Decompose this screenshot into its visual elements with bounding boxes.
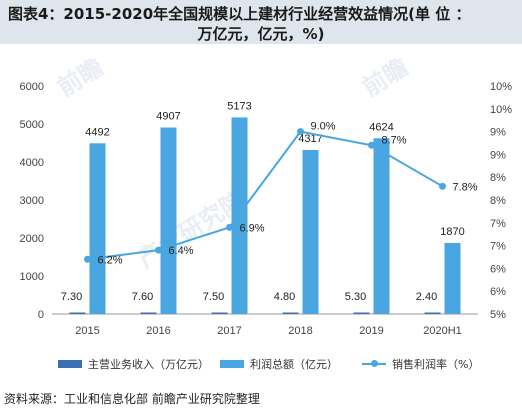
- margin-point: [84, 255, 91, 263]
- y-right-tick-label: 9%: [490, 149, 506, 161]
- profit-data-label: 4907: [156, 111, 180, 123]
- margin-point: [368, 141, 375, 149]
- legend-label-revenue: 主营业务收入（万亿元）: [88, 358, 209, 371]
- revenue-data-label: 7.60: [132, 291, 153, 303]
- chart-title-line-1: 图表4：2015-2020年全国规模以上建材行业经营效益情况(单 位 ：: [8, 5, 471, 23]
- y-right-tick-label: 8%: [490, 195, 506, 207]
- y-left-tick-label: 1000: [20, 271, 44, 283]
- x-tick-label: 2018: [288, 325, 312, 337]
- legend-label-margin: 销售利润率（%）: [392, 358, 480, 371]
- margin-point: [226, 223, 233, 231]
- legend-label-profit: 利润总额（亿元）: [250, 358, 338, 371]
- revenue-bar: [69, 312, 86, 314]
- profit-data-label: 4492: [85, 126, 109, 138]
- revenue-data-label: 7.50: [203, 291, 224, 303]
- y-right-tick-label: 7%: [490, 241, 506, 253]
- y-left-tick-label: 4000: [20, 157, 44, 169]
- y-left-tick-label: 3000: [20, 195, 44, 207]
- y-left-tick-label: 5000: [20, 119, 44, 131]
- profit-data-label: 1870: [440, 226, 464, 238]
- revenue-bar: [140, 312, 157, 314]
- profit-data-label: 5173: [227, 100, 251, 112]
- x-tick-label: 2019: [359, 325, 383, 337]
- profit-bar: [160, 127, 177, 314]
- legend-swatch-revenue: [58, 360, 82, 368]
- x-tick-label: 2017: [217, 325, 241, 337]
- margin-point: [155, 246, 162, 254]
- legend-item-revenue: 主营业务收入（万亿元）: [58, 356, 209, 372]
- chart-plot: 0 1000 2000 3000 4000 5000 6000 5% 6% 6% 7% 7% 8% 8% 9…: [20, 81, 513, 337]
- margin-point: [439, 182, 446, 190]
- y-left-tick-label: 6000: [20, 81, 44, 93]
- source-note: 资料来源：工业和信息化部 前瞻产业研究院整理: [4, 392, 260, 406]
- y-right-tick-label: 10%: [490, 104, 512, 116]
- revenue-data-label: 5.30: [345, 291, 366, 303]
- margin-data-label: 8.7%: [382, 134, 407, 146]
- y-left-tick-label: 0: [38, 309, 44, 321]
- profit-data-label: 4317: [298, 133, 322, 145]
- y-right-tick-label: 8%: [490, 172, 506, 184]
- chart-legend: 主营业务收入（万亿元） 利润总额（亿元） 销售利润率（%）: [0, 356, 522, 376]
- y-right-tick-label: 10%: [490, 81, 512, 93]
- x-tick-label: 2016: [146, 325, 170, 337]
- profit-data-label: 4624: [369, 121, 393, 133]
- revenue-bar: [282, 312, 299, 314]
- margin-data-label: 6.9%: [240, 222, 265, 234]
- revenue-bar: [211, 312, 228, 314]
- profit-bar: [373, 138, 390, 314]
- x-tick-label: 2020H1: [423, 325, 462, 337]
- margin-data-label: 7.8%: [453, 181, 478, 193]
- y-right-tick-label: 5%: [490, 309, 506, 321]
- profit-bar: [302, 149, 319, 314]
- x-tick-label: 2015: [75, 325, 99, 337]
- profit-bar: [231, 117, 248, 315]
- revenue-data-label: 7.30: [61, 291, 82, 303]
- margin-line: [87, 130, 444, 261]
- y-right-tick-label: 7%: [490, 218, 506, 230]
- revenue-data-label: 2.40: [416, 291, 437, 303]
- y-right-tick-label: 9%: [490, 127, 506, 139]
- margin-data-label: 6.4%: [169, 245, 194, 257]
- profit-bar: [444, 242, 461, 314]
- legend-item-profit: 利润总额（亿元）: [220, 356, 338, 372]
- chart-title: 图表4：2015-2020年全国规模以上建材行业经营效益情况(单 位 ： 万亿元…: [0, 0, 522, 44]
- revenue-bar: [353, 312, 370, 314]
- legend-swatch-margin: [362, 360, 386, 367]
- revenue-bar: [424, 312, 441, 314]
- y-right-tick-label: 6%: [490, 263, 506, 275]
- profit-bar: [89, 143, 106, 314]
- y-left-tick-label: 2000: [20, 233, 44, 245]
- chart-title-line-2: 万亿元，亿元，%): [197, 25, 325, 43]
- margin-data-label: 6.2%: [98, 254, 123, 266]
- margin-data-label: 9.0%: [311, 121, 336, 133]
- legend-swatch-profit: [220, 360, 244, 368]
- y-right-tick-label: 6%: [490, 286, 506, 298]
- legend-item-margin: 销售利润率（%）: [362, 356, 479, 372]
- revenue-data-label: 4.80: [274, 291, 295, 303]
- margin-point: [297, 128, 304, 136]
